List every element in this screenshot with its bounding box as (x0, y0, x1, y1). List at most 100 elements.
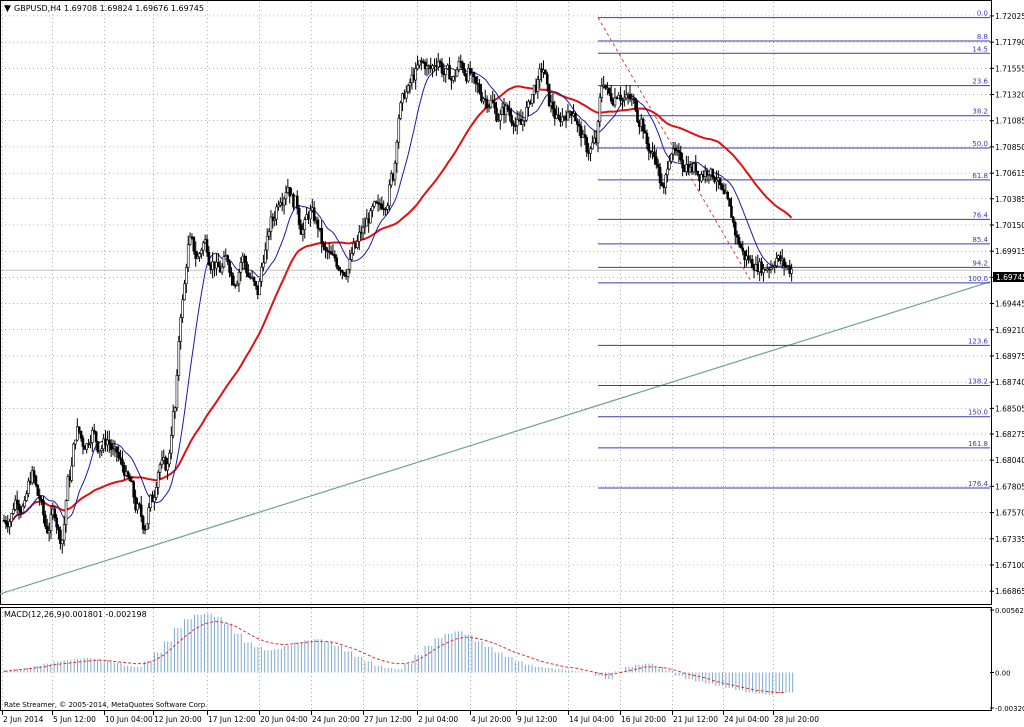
y-tick-label: 1.68975 (995, 352, 1024, 361)
trendline-layer (0, 281, 991, 595)
candle-body (739, 243, 743, 249)
candle-body (263, 249, 267, 264)
candle-body (282, 198, 286, 206)
candle-body (53, 508, 57, 519)
candle-body (420, 60, 423, 63)
fibonacci-layer[interactable]: 0.0 8.8 14.5 23.6 38.2 50.0 61.8 76.4 85.4 94.2 10… (597, 10, 990, 489)
fib-level-label: 150.0 (968, 409, 988, 417)
candle-body (485, 99, 489, 108)
candle-body (15, 499, 19, 505)
candle-body (267, 231, 271, 237)
y-tick-label: 1.70615 (995, 169, 1024, 178)
candle-body (771, 266, 775, 269)
fib-level-label: 94.2 (972, 259, 988, 267)
candle-body (350, 252, 354, 260)
candle-body (177, 341, 181, 376)
y-tick-label: 1.72025 (995, 12, 1024, 21)
candle-body (641, 118, 645, 132)
candle-body (636, 109, 639, 122)
candle-body (544, 69, 547, 75)
candle-body (262, 262, 265, 268)
candle-body (438, 60, 442, 64)
candle-body (91, 429, 94, 443)
candle-body (117, 451, 120, 458)
macd-y-tick-label: -0.003201 (995, 705, 1024, 713)
candle-body (156, 472, 160, 488)
candle-body (324, 246, 327, 251)
candle-body (713, 176, 716, 183)
candle-body (696, 170, 699, 175)
candle-body (530, 94, 534, 104)
candle-body (423, 62, 427, 70)
candle-body (188, 236, 192, 246)
candle-body (228, 261, 231, 273)
candle-body (694, 163, 698, 172)
candle-body (489, 99, 493, 108)
candle-body (380, 203, 384, 209)
candle-body (775, 258, 778, 266)
candle-body (459, 61, 463, 64)
candle-body (335, 257, 339, 268)
y-tick-label: 1.68740 (995, 378, 1024, 387)
candle-body (376, 202, 380, 204)
candle-body (547, 83, 551, 106)
candle-body (45, 526, 49, 534)
candle-body (23, 500, 26, 507)
candle-body (220, 266, 224, 273)
candle-body (322, 242, 325, 248)
candle-body (536, 79, 540, 92)
candle-body (70, 465, 73, 481)
candle-body (38, 495, 42, 500)
candle-body (74, 439, 77, 445)
candle-body (624, 94, 628, 99)
ascending-trendline[interactable] (0, 281, 991, 595)
moving-average-layer (1, 65, 990, 525)
candle-body (782, 258, 786, 267)
candle-body (431, 65, 434, 70)
candle-body (747, 255, 750, 261)
candle-body (243, 255, 246, 263)
candle-body (145, 523, 149, 530)
macd-layer: 0.005627 0.00 -0.003201 (3, 607, 1024, 713)
candle-body (585, 137, 589, 153)
x-tick-label: 2 Jul 04:00 (418, 715, 458, 724)
x-tick-label: 5 Jun 12:00 (53, 715, 96, 724)
candle-body (25, 493, 28, 501)
candle-body (36, 484, 40, 496)
candle-body (515, 118, 519, 126)
candle-body (506, 105, 510, 110)
candle-body (463, 68, 466, 76)
candle-body (339, 269, 342, 272)
candle-body (388, 184, 391, 207)
candle-body (451, 76, 455, 81)
candle-body (303, 219, 307, 230)
candle-body (653, 151, 656, 158)
candle-body (126, 471, 130, 477)
candle-body (357, 231, 361, 242)
candle-body (743, 250, 746, 261)
candle-body (185, 267, 188, 285)
candle-body (623, 97, 626, 100)
candle-body (271, 216, 275, 221)
current-price-box (993, 272, 1024, 282)
candle-body (207, 252, 211, 266)
chart-menu-arrow-icon[interactable]: ▼ (4, 4, 11, 14)
x-tick-label: 9 Jul 12:00 (517, 715, 557, 724)
candle-body (583, 134, 587, 138)
candle-body (498, 114, 502, 121)
candle-body (779, 255, 782, 261)
candle-body (393, 162, 397, 181)
candle-body (132, 481, 136, 498)
candle-body (670, 153, 673, 162)
candle-body (589, 148, 592, 154)
candle-body (326, 249, 329, 252)
candle-body (141, 516, 145, 530)
candle-body (613, 97, 617, 106)
candle-body (201, 242, 205, 251)
candle-body (342, 272, 346, 276)
candle-body (44, 514, 47, 527)
candle-body (301, 229, 305, 235)
candle-body (474, 76, 478, 84)
candle-body (76, 426, 79, 441)
candle-body (265, 235, 269, 251)
